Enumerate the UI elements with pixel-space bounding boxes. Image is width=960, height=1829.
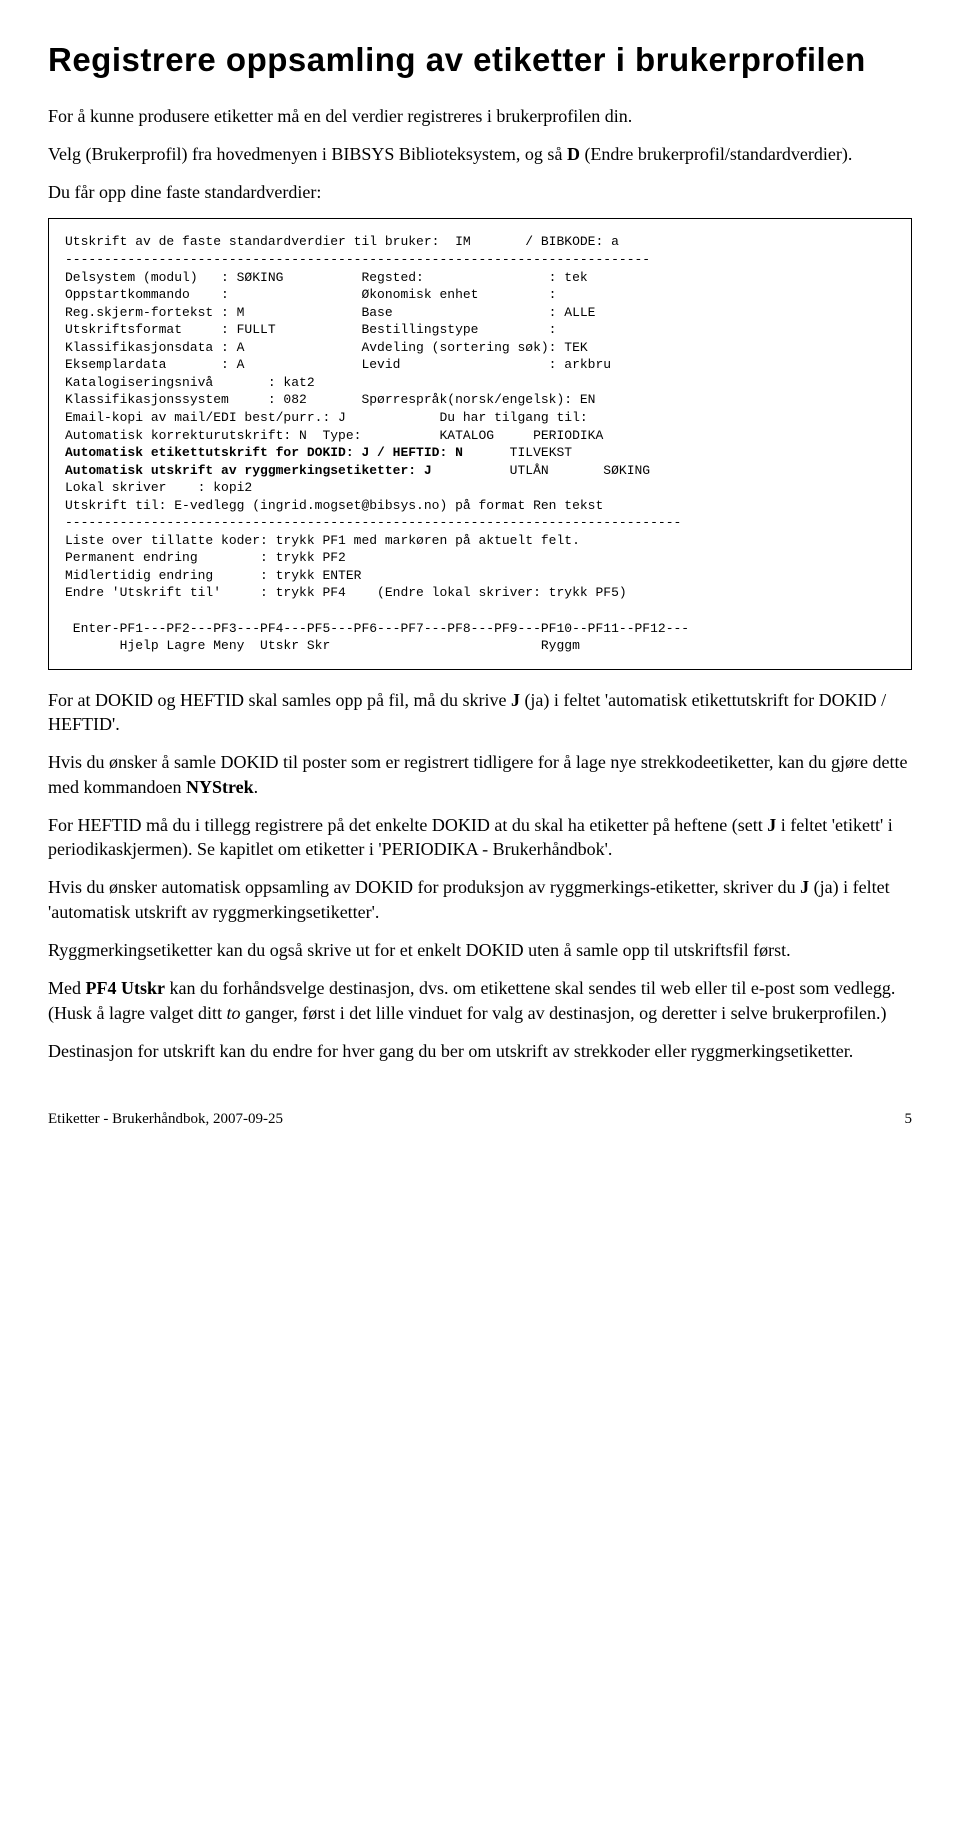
paragraph-menu: Velg (Brukerprofil) fra hovedmenyen i BI… xyxy=(48,142,912,166)
terminal-line: Oppstartkommando : Økonomisk enhet : xyxy=(65,287,556,302)
italic-to: to xyxy=(226,1003,240,1023)
terminal-line: Utskriftsformat : FULLT Bestillingstype … xyxy=(65,322,556,337)
bold-pf4: PF4 Utskr xyxy=(86,978,166,998)
bold-key-j: J xyxy=(767,815,776,835)
page-title: Registrere oppsamling av etiketter i bru… xyxy=(48,40,912,80)
terminal-line: Klassifikasjonssystem : 082 Spørrespråk(… xyxy=(65,392,596,407)
paragraph-pf4: Med PF4 Utskr kan du forhåndsvelge desti… xyxy=(48,976,912,1025)
text: Velg xyxy=(48,144,86,164)
terminal-line: TILVEKST xyxy=(463,445,572,460)
terminal-line: ----------------------------------------… xyxy=(65,252,650,267)
terminal-line: Endre 'Utskrift til' : trykk PF4 (Endre … xyxy=(65,585,627,600)
paragraph-standard: Du får opp dine faste standardverdier: xyxy=(48,180,912,204)
page-footer: Etiketter - Brukerhåndbok, 2007-09-25 5 xyxy=(48,1111,912,1128)
terminal-line: ----------------------------------------… xyxy=(65,515,681,530)
bold-key-j: J xyxy=(800,877,809,897)
terminal-line: Reg.skjerm-fortekst : M Base : ALLE xyxy=(65,305,596,320)
text: (Brukerprofil) fra hovedmenyen i BIBSYS … xyxy=(86,144,567,164)
terminal-line: Midlertidig endring : trykk ENTER xyxy=(65,568,361,583)
bold-key-j: J xyxy=(511,690,520,710)
terminal-line: Delsystem (modul) : SØKING Regsted: : te… xyxy=(65,270,588,285)
paragraph-destination: Destinasjon for utskrift kan du endre fo… xyxy=(48,1039,912,1063)
terminal-line: Eksemplardata : A Levid : arkbru xyxy=(65,357,611,372)
terminal-line: UTLÅN SØKING xyxy=(432,463,650,478)
terminal-line: Utskrift til: E-vedlegg (ingrid.mogset@b… xyxy=(65,498,603,513)
text: ganger, først i det lille vinduet for va… xyxy=(240,1003,886,1023)
text: Hvis du ønsker å samle DOKID til poster … xyxy=(48,752,908,796)
terminal-line-bold: Automatisk utskrift av ryggmerkingsetike… xyxy=(65,463,432,478)
paragraph-dokid-heftid: For at DOKID og HEFTID skal samles opp p… xyxy=(48,688,912,737)
terminal-line: Hjelp Lagre Meny Utskr Skr Ryggm xyxy=(65,638,580,653)
text: For HEFTID må du i tillegg registrere på… xyxy=(48,815,767,835)
terminal-line: Katalogiseringsnivå : kat2 xyxy=(65,375,315,390)
paragraph-ryggmerking-single: Ryggmerkingsetiketter kan du også skrive… xyxy=(48,938,912,962)
paragraph-ryggmerking: Hvis du ønsker automatisk oppsamling av … xyxy=(48,875,912,924)
terminal-line: Permanent endring : trykk PF2 xyxy=(65,550,346,565)
bold-key-d: D xyxy=(567,144,580,164)
terminal-line: Utskrift av de faste standardverdier til… xyxy=(65,234,619,249)
terminal-line: Lokal skriver : kopi2 xyxy=(65,480,252,495)
paragraph-nystrek: Hvis du ønsker å samle DOKID til poster … xyxy=(48,750,912,799)
terminal-line: Enter-PF1---PF2---PF3---PF4---PF5---PF6-… xyxy=(65,621,689,636)
text: Hvis du ønsker automatisk oppsamling av … xyxy=(48,877,800,897)
text: Med xyxy=(48,978,86,998)
terminal-line: Automatisk korrekturutskrift: N Type: KA… xyxy=(65,428,603,443)
footer-right: 5 xyxy=(905,1111,913,1128)
terminal-output: Utskrift av de faste standardverdier til… xyxy=(48,218,912,669)
paragraph-intro: For å kunne produsere etiketter må en de… xyxy=(48,104,912,128)
terminal-line: Klassifikasjonsdata : A Avdeling (sorter… xyxy=(65,340,588,355)
bold-nystrek: NYStrek xyxy=(186,777,254,797)
paragraph-heftid: For HEFTID må du i tillegg registrere på… xyxy=(48,813,912,862)
text: (Endre brukerprofil/standardverdier). xyxy=(580,144,852,164)
text: For at DOKID og HEFTID skal samles opp p… xyxy=(48,690,511,710)
terminal-line: Email-kopi av mail/EDI best/purr.: J Du … xyxy=(65,410,588,425)
footer-left: Etiketter - Brukerhåndbok, 2007-09-25 xyxy=(48,1111,283,1128)
text: . xyxy=(254,777,259,797)
terminal-line-bold: Automatisk etikettutskrift for DOKID: J … xyxy=(65,445,463,460)
terminal-line: Liste over tillatte koder: trykk PF1 med… xyxy=(65,533,580,548)
